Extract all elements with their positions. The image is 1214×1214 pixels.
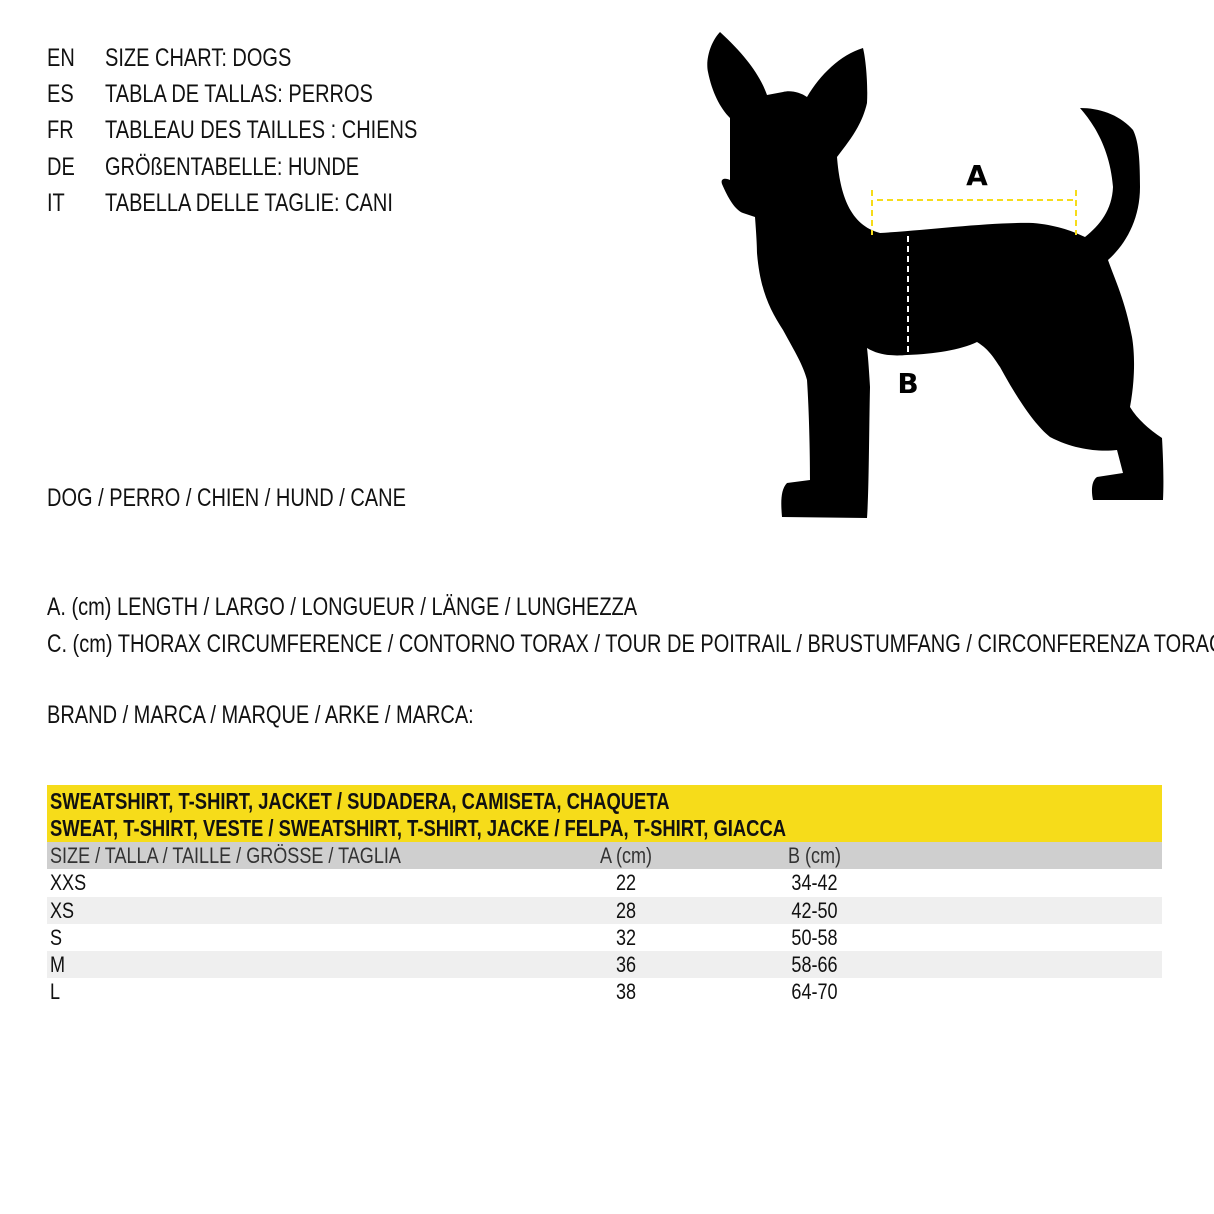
cell-a: 22 — [615, 870, 637, 896]
table-title-line2: SWEAT, T-SHIRT, VESTE / SWEATSHIRT, T-SH… — [50, 815, 787, 841]
label-a: A — [966, 159, 988, 192]
title-text: TABELLA DELLE TAGLIE: CANI — [105, 189, 393, 217]
lang-code: IT — [47, 189, 65, 217]
table-header: SIZE / TALLA / TAILLE / GRÖSSE / TAGLIA … — [47, 842, 1162, 870]
header-size: SIZE / TALLA / TAILLE / GRÖSSE / TAGLIA — [50, 843, 401, 868]
cell-size: M — [50, 952, 66, 978]
table-row: M 36 58-66 — [47, 951, 1162, 979]
cell-size: S — [50, 924, 63, 950]
cell-a: 32 — [615, 924, 637, 950]
cell-b: 64-70 — [791, 979, 838, 1005]
lang-code: EN — [47, 44, 75, 72]
table-title-line1: SWEATSHIRT, T-SHIRT, JACKET / SUDADERA, … — [50, 788, 670, 814]
title-text: TABLA DE TALLAS: PERROS — [105, 80, 373, 108]
length-measure-a — [871, 190, 1077, 235]
cell-b: 50-58 — [791, 924, 838, 950]
cell-size: XS — [50, 897, 75, 923]
title-text: TABLEAU DES TAILLES : CHIENS — [105, 116, 418, 144]
table-row: XS 28 42-50 — [47, 896, 1162, 924]
size-table: SWEATSHIRT, T-SHIRT, JACKET / SUDADERA, … — [47, 785, 1162, 1006]
header-a: A (cm) — [599, 843, 653, 868]
cell-size: L — [50, 979, 61, 1005]
brand-label: BRAND / MARCA / MARQUE / ARKE / MARCA: — [47, 701, 474, 729]
table-row: S 32 50-58 — [47, 924, 1162, 951]
cell-a: 36 — [615, 952, 637, 978]
dog-silhouette-icon — [707, 32, 1164, 518]
cell-b: 42-50 — [791, 897, 838, 923]
lang-code: DE — [47, 153, 75, 181]
lang-code: FR — [47, 116, 74, 144]
header-b: B (cm) — [787, 843, 842, 868]
label-b: B — [897, 367, 918, 400]
cell-b: 58-66 — [791, 952, 838, 978]
animal-label: DOG / PERRO / CHIEN / HUND / CANE — [47, 484, 406, 512]
table-row: XXS 22 34-42 — [47, 869, 1162, 896]
cell-a: 38 — [615, 979, 637, 1005]
legend-c: C. (cm) THORAX CIRCUMFERENCE / CONTORNO … — [47, 630, 1214, 658]
title-text: GRÖßENTABELLE: HUNDE — [105, 153, 360, 181]
cell-a: 28 — [615, 897, 637, 923]
lang-code: ES — [47, 80, 74, 108]
title-text: SIZE CHART: DOGS — [105, 44, 292, 72]
table-row: L 38 64-70 — [47, 978, 1162, 1005]
legend-a: A. (cm) LENGTH / LARGO / LONGUEUR / LÄNG… — [47, 593, 638, 621]
cell-size: XXS — [50, 870, 87, 896]
cell-b: 34-42 — [791, 870, 838, 896]
table-title: SWEATSHIRT, T-SHIRT, JACKET / SUDADERA, … — [47, 785, 1162, 842]
